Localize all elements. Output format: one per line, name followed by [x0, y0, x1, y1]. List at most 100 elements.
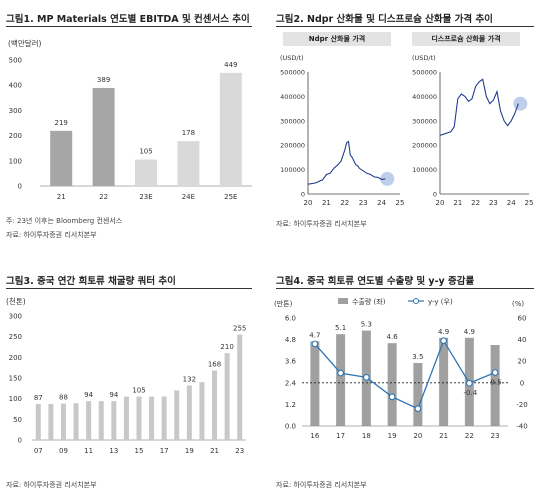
fig4-y2-axis-label: (%): [512, 300, 524, 308]
fig4-x-tick: 16: [310, 432, 319, 440]
fig4-bar: [413, 363, 423, 426]
fig4-bar-label: 4.7: [309, 331, 320, 339]
fig4-y2-tick: 0: [520, 379, 524, 387]
fig2-ndpr-x-tick: 23: [359, 199, 368, 207]
fig4-y-tick: 1.2: [285, 401, 296, 409]
fig4-x-tick: 18: [362, 432, 371, 440]
fig2-left-panel-title: Ndpr 산화물 가격: [283, 32, 391, 46]
fig4-bar-label: 4.9: [464, 328, 475, 336]
fig3-bar: [199, 382, 205, 440]
fig4-x-tick: 22: [465, 432, 474, 440]
fig4-x-tick: 19: [388, 432, 397, 440]
fig4-x-tick: 23: [491, 432, 500, 440]
fig4-yoy-point: [311, 340, 319, 348]
fig3-chart: (천톤) 0 50 100 150 200 250 300 87 07 88 09 94 11 94 13 10…: [6, 296, 246, 455]
fig3-bar-label: 87: [34, 394, 43, 402]
fig1-bar: [135, 159, 157, 186]
fig4-bar-label: 5.3: [361, 321, 372, 329]
fig1-y-tick: 0: [18, 183, 22, 191]
fig1-note: 주: 23년 이후는 Bloomberg 컨센서스: [6, 217, 123, 225]
fig2-right-chart: (USD/t) 0 100000 200000 300000 400000 500000 20…: [412, 54, 534, 207]
fig4-yoy-point: [414, 405, 422, 413]
fig3-bar: [73, 403, 79, 440]
fig4-yoy-label: -0.4: [464, 389, 478, 397]
fig4-y2-tick: 20: [518, 358, 527, 366]
fig3-bar-label: 105: [132, 387, 145, 395]
fig3-y-tick: 0: [18, 437, 22, 445]
fig4-source: 자료: 하이투자증권 리서치본부: [276, 481, 367, 489]
fig3-bar: [174, 390, 180, 440]
fig3-x-tick: 23: [235, 447, 244, 455]
fig1-bar-label: 178: [182, 129, 195, 137]
fig1-x-tick: 22: [99, 193, 108, 201]
fig4-legend-bar-label: 수출량 (좌): [352, 297, 386, 306]
fig3-y-tick: 200: [9, 354, 22, 362]
fig4-title-rule: [276, 288, 534, 289]
fig2-dy-price-line: [439, 78, 519, 136]
fig4-y-tick: 4.8: [285, 336, 296, 344]
fig4-y2-tick: 40: [518, 336, 527, 344]
fig1-source: 자료: 하이투자증권 리서치본부: [6, 231, 97, 239]
fig4-bar: [490, 345, 500, 426]
fig3-bar: [86, 401, 92, 440]
fig3-y-axis-label: (천톤): [6, 296, 26, 306]
fig3-y-tick: 150: [9, 375, 22, 383]
fig3-bar-label: 94: [84, 391, 93, 399]
fig2-ndpr-y-tick: 300000: [280, 117, 305, 125]
fig4-legend-bar-swatch: [338, 298, 348, 304]
fig2-ndpr-x-tick: 20: [304, 199, 313, 207]
fig3-bar-label: 210: [220, 343, 233, 351]
fig4-bar: [336, 334, 346, 426]
fig4-bar: [310, 341, 320, 426]
fig2-ndpr-x-tick: 24: [377, 199, 386, 207]
fig4-y-axis-label: (만톤): [274, 299, 293, 308]
fig4-yoy-line: [314, 339, 496, 410]
fig2-ndpr-x-tick: 21: [322, 199, 331, 207]
fig3-title: 그림3. 중국 연간 희토류 채굴량 쿼터 추이: [6, 276, 176, 287]
fig1-bar: [177, 141, 200, 186]
fig3-x-tick: 21: [210, 447, 219, 455]
fig3-bar: [161, 396, 167, 440]
fig2-dy-y-tick: 400000: [412, 93, 437, 101]
fig3-x-tick: 19: [185, 447, 194, 455]
fig2-source: 자료: 하이투자증권 리서치본부: [276, 220, 367, 228]
fig4-bar-label: 3.5: [412, 353, 423, 361]
fig3-x-tick: 07: [34, 447, 43, 455]
fig3-x-tick: 17: [160, 447, 169, 455]
fig3-y-tick: 300: [9, 313, 22, 321]
fig3-title-rule: [6, 288, 252, 289]
fig4-chart: (만톤) (%) 수출량 (좌) y-y (우) 0.0 1.2 2.4 3.6 4.8 6.0 -…: [274, 297, 528, 440]
fig3-source: 자료: 하이투자증권 리서치본부: [6, 481, 97, 489]
fig4-y-tick: 0.0: [285, 423, 296, 431]
fig2-dy-y-axis-label: (USD/t): [412, 54, 436, 62]
fig2-title-rule: [276, 26, 534, 27]
fig4-yoy-point: [337, 369, 344, 377]
fig4-yoy-point: [388, 393, 396, 401]
fig2-ndpr-price-line: [307, 140, 386, 185]
fig4-legend-line-label: y-y (우): [428, 298, 453, 306]
fig1-y-tick: 500: [9, 57, 22, 65]
fig2-ndpr-latest-highlight: [380, 171, 395, 186]
fig3-bar-label: 94: [109, 391, 118, 399]
fig2-dy-x-tick: 20: [436, 199, 445, 207]
fig1-bar: [92, 87, 115, 186]
fig4-bar-label: 4.9: [438, 328, 449, 336]
fig2-right-panel-title: 디스프로슘 산화물 가격: [412, 32, 520, 46]
fig4-yoy-point: [491, 369, 499, 376]
fig1-title-rule: [6, 26, 252, 27]
fig1-title: 그림1. MP Materials 연도별 EBITDA 및 컨센서스 추이: [6, 14, 250, 25]
fig3-bar: [186, 385, 192, 440]
fig3-bar-label: 255: [233, 325, 246, 333]
fig3-bar: [224, 353, 230, 440]
fig2-dy-y-tick: 100000: [412, 166, 437, 174]
fig2-dy-y-tick: 300000: [412, 117, 437, 125]
fig2-ndpr-x-tick: 22: [340, 199, 349, 207]
fig1-y-tick: 300: [9, 107, 22, 115]
fig2-dy-x-tick: 25: [525, 199, 534, 207]
fig1-x-tick: 21: [57, 193, 66, 201]
fig3-bar: [136, 396, 142, 440]
fig4-bar: [439, 337, 449, 426]
fig3-bar: [111, 401, 117, 440]
fig3-x-tick: 09: [59, 447, 68, 455]
fig4-x-tick: 17: [336, 432, 345, 440]
